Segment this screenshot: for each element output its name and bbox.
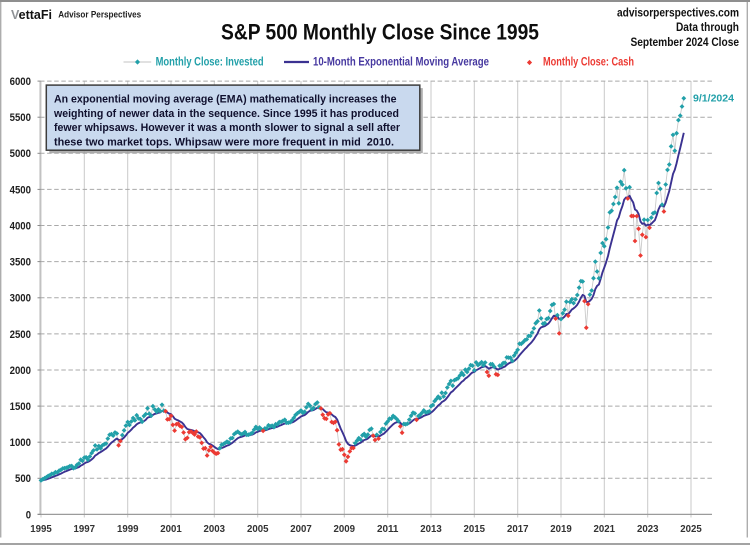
svg-text:6000: 6000 — [10, 76, 31, 88]
svg-text:fewer whipsaws. However it was: fewer whipsaws. However it was a month s… — [54, 122, 401, 134]
svg-text:4000: 4000 — [10, 220, 31, 232]
svg-text:September 2024 Close: September 2024 Close — [631, 35, 740, 49]
svg-text:1500: 1500 — [10, 401, 31, 413]
svg-text:VettaFi: VettaFi — [11, 8, 52, 22]
svg-text:Monthly Close: Invested: Monthly Close: Invested — [156, 57, 264, 69]
svg-text:10-Month Exponential Moving Av: 10-Month Exponential Moving Average — [313, 57, 489, 69]
svg-text:500: 500 — [15, 473, 31, 485]
svg-text:3000: 3000 — [10, 293, 31, 305]
svg-text:2000: 2000 — [10, 365, 31, 377]
svg-text:advisorperspectives.com: advisorperspectives.com — [617, 6, 739, 20]
svg-text:4500: 4500 — [10, 184, 31, 196]
svg-text:2011: 2011 — [377, 523, 399, 535]
svg-text:2001: 2001 — [160, 523, 182, 535]
svg-text:2017: 2017 — [507, 523, 529, 535]
svg-text:Data through: Data through — [676, 20, 739, 34]
svg-text:0: 0 — [26, 509, 31, 521]
svg-text:2500: 2500 — [10, 329, 31, 341]
svg-text:S&P 500 Monthly Close Since 19: S&P 500 Monthly Close Since 1995 — [221, 20, 539, 45]
svg-text:Monthly Close: Cash: Monthly Close: Cash — [543, 57, 634, 69]
svg-text:5500: 5500 — [10, 112, 31, 124]
svg-text:9/1/2024: 9/1/2024 — [693, 93, 734, 105]
svg-text:these two market tops. Whipsaw: these two market tops. Whipsaw were more… — [54, 137, 394, 149]
svg-text:1995: 1995 — [30, 523, 52, 535]
svg-text:1999: 1999 — [117, 523, 139, 535]
svg-text:2021: 2021 — [594, 523, 616, 535]
svg-text:2023: 2023 — [637, 523, 659, 535]
svg-text:2003: 2003 — [204, 523, 226, 535]
svg-text:2009: 2009 — [334, 523, 356, 535]
svg-text:1997: 1997 — [74, 523, 96, 535]
svg-text:5000: 5000 — [10, 148, 31, 160]
svg-text:2013: 2013 — [420, 523, 442, 535]
svg-text:2019: 2019 — [550, 523, 572, 535]
svg-text:2025: 2025 — [680, 523, 702, 535]
svg-text:1000: 1000 — [10, 437, 31, 449]
svg-text:3500: 3500 — [10, 257, 31, 269]
svg-text:Advisor Perspectives: Advisor Perspectives — [58, 10, 141, 20]
svg-text:weighting of newer data in the: weighting of newer data in the sequence.… — [53, 108, 399, 120]
svg-text:An exponential moving average: An exponential moving average (EMA) math… — [54, 94, 397, 106]
svg-text:2015: 2015 — [464, 523, 486, 535]
svg-text:2007: 2007 — [290, 523, 312, 535]
svg-text:2005: 2005 — [247, 523, 269, 535]
